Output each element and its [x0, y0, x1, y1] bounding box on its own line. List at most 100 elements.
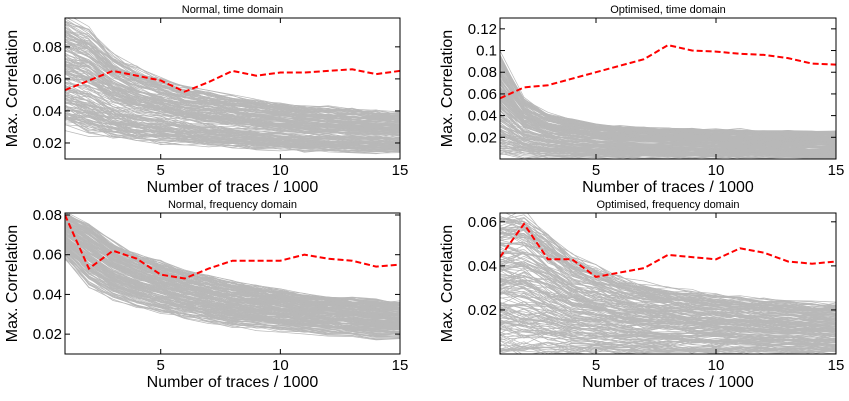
background-trace: [65, 62, 400, 133]
background-trace: [500, 147, 836, 156]
background-trace: [65, 41, 400, 123]
background-trace: [500, 216, 836, 309]
background-trace: [500, 242, 836, 316]
background-trace: [65, 229, 400, 320]
y-axis-label: Max. Correlation: [439, 225, 456, 342]
background-trace: [65, 223, 400, 312]
background-trace: [500, 83, 836, 141]
background-traces: [500, 50, 836, 159]
background-trace: [500, 253, 836, 322]
x-tick-label: 15: [392, 357, 409, 374]
background-trace: [65, 240, 400, 325]
background-trace: [500, 275, 836, 328]
chart-title: Normal, time domain: [182, 4, 283, 16]
background-trace: [500, 89, 836, 141]
background-trace: [65, 50, 400, 125]
y-tick-label: 0.04: [468, 108, 497, 125]
axes-frame: [499, 212, 837, 355]
y-tick-label: 0.04: [33, 103, 62, 120]
background-trace: [65, 246, 400, 329]
axes-frame: [499, 17, 837, 160]
x-tick-label: 10: [272, 162, 289, 179]
background-trace: [65, 101, 400, 146]
background-trace: [500, 122, 836, 152]
background-trace: [65, 226, 400, 315]
background-trace: [65, 29, 400, 119]
background-trace: [500, 320, 836, 347]
y-tick-label: 0.08: [33, 39, 62, 56]
background-trace: [500, 262, 836, 322]
background-trace: [500, 239, 836, 314]
background-trace: [65, 116, 400, 152]
plot-area: [65, 18, 400, 155]
y-tick-label: 0.04: [33, 286, 62, 303]
background-trace: [65, 253, 400, 336]
x-axis-label: Number of traces / 1000: [582, 374, 754, 391]
background-trace: [500, 130, 836, 154]
background-traces: [65, 18, 400, 155]
background-trace: [65, 232, 400, 319]
background-trace: [500, 265, 836, 324]
y-tick-label: 0.1: [476, 43, 497, 60]
background-trace: [65, 97, 400, 146]
background-traces: [65, 213, 400, 341]
background-trace: [65, 53, 400, 127]
background-trace: [65, 92, 400, 143]
x-tick-label: 10: [708, 357, 725, 374]
y-tick-label: 0.04: [468, 258, 497, 275]
background-trace: [500, 96, 836, 144]
background-trace: [65, 248, 400, 333]
background-trace: [500, 56, 836, 135]
y-axis-label: Max. Correlation: [4, 225, 21, 342]
subplot-1: 5 10 15 0.02 0.04 0.06 0.08 Normal, time domain…: [4, 4, 408, 196]
x-axis-label: Number of traces / 1000: [147, 374, 319, 391]
highlighted-trace: [65, 214, 400, 280]
y-tick-label: 0.06: [468, 86, 497, 103]
background-trace: [65, 238, 400, 324]
background-trace: [500, 323, 836, 348]
background-trace: [500, 341, 836, 353]
background-trace: [65, 221, 400, 309]
background-trace: [65, 220, 400, 309]
background-trace: [65, 121, 400, 152]
background-trace: [65, 233, 400, 319]
background-trace: [65, 31, 400, 119]
background-trace: [500, 57, 836, 135]
plot-area: [500, 213, 836, 354]
background-trace: [65, 218, 400, 306]
axes-frame: [64, 212, 401, 355]
background-trace: [65, 76, 400, 135]
subplot-4: 5 10 15 0.02 0.04 0.06 Optimised, frequency do…: [439, 199, 844, 391]
y-axis-label: Max. Correlation: [439, 30, 456, 147]
y-tick-label: 0.06: [33, 247, 62, 264]
background-trace: [500, 57, 836, 135]
x-tick-label: 15: [828, 357, 845, 374]
background-trace: [65, 246, 400, 329]
x-tick-label: 15: [392, 162, 409, 179]
background-trace: [65, 254, 400, 340]
background-trace: [500, 268, 836, 328]
background-trace: [65, 58, 400, 128]
background-trace: [65, 82, 400, 136]
y-tick-label: 0.02: [33, 135, 62, 152]
background-trace: [73, 18, 400, 113]
background-trace: [65, 41, 400, 123]
background-trace: [65, 241, 400, 325]
background-trace: [500, 217, 836, 308]
background-trace: [500, 150, 836, 158]
background-traces: [500, 213, 836, 354]
background-trace: [500, 341, 836, 354]
background-trace: [500, 251, 836, 316]
background-trace: [500, 255, 836, 320]
background-trace: [65, 224, 400, 312]
background-trace: [500, 281, 836, 327]
x-axis-label: Number of traces / 1000: [582, 179, 754, 196]
background-trace: [500, 80, 836, 139]
highlighted-trace: [65, 68, 400, 93]
plot-area: [65, 213, 400, 341]
background-trace: [65, 242, 400, 326]
background-trace: [500, 279, 836, 331]
background-trace: [65, 100, 400, 146]
background-trace: [500, 97, 836, 144]
